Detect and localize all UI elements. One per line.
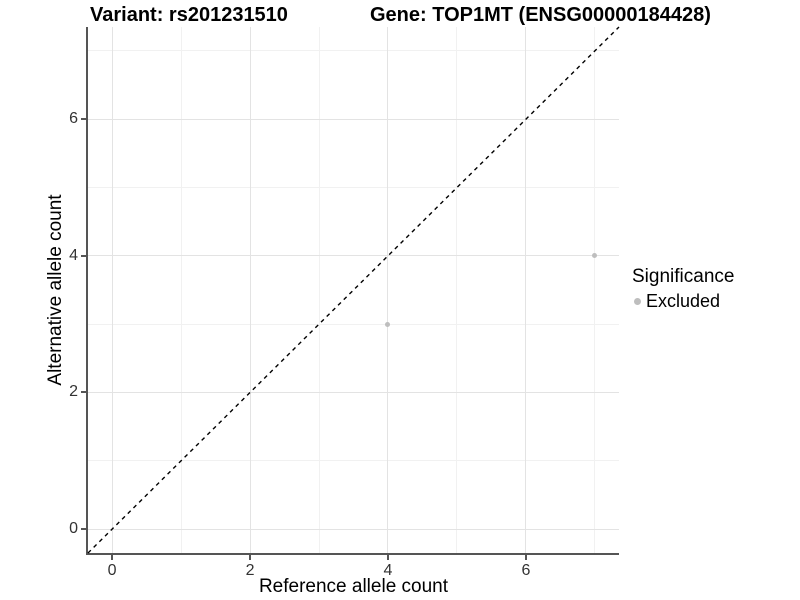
gridline-minor-vertical — [594, 27, 596, 553]
gridline-minor-vertical — [456, 27, 458, 553]
x-axis-tick — [524, 555, 527, 560]
gridline-major-horizontal — [88, 255, 619, 257]
legend-title: Significance — [632, 266, 735, 287]
y-axis-tick — [81, 254, 86, 257]
plot-panel: 0 2 4 6 0 2 4 6 — [69, 26, 620, 579]
gridline-major-vertical — [111, 27, 113, 553]
gridline-major-vertical — [249, 27, 251, 553]
x-tick-label: 2 — [245, 562, 255, 579]
gridline-major-horizontal — [88, 528, 619, 530]
y-axis-tick — [81, 391, 86, 394]
y-axis-tick — [81, 118, 86, 121]
y-tick-label: 0 — [69, 520, 78, 538]
gridline-major-vertical — [387, 27, 389, 553]
gridline-minor-vertical — [180, 27, 182, 553]
plot-title-gene: Gene: TOP1MT (ENSG00000184428) — [370, 4, 711, 26]
gridline-major-horizontal — [88, 118, 619, 120]
x-axis-tick — [249, 555, 252, 560]
y-axis-line — [86, 27, 88, 555]
gridline-minor-horizontal — [88, 50, 619, 52]
legend: Significance Excluded — [632, 266, 734, 312]
x-axis-line — [86, 553, 619, 555]
identity-dashed-line — [87, 26, 620, 554]
legend-item-label: Excluded — [646, 291, 721, 311]
y-tick-label: 2 — [69, 383, 78, 401]
x-tick-label: 6 — [521, 562, 531, 579]
y-axis-tick — [81, 528, 86, 531]
gridline-minor-horizontal — [88, 460, 619, 462]
y-axis-title: Alternative allele count — [45, 194, 66, 386]
x-axis-tick — [386, 555, 389, 560]
x-tick-label: 4 — [383, 562, 393, 579]
y-tick-label: 6 — [69, 110, 78, 128]
x-axis-title: Reference allele count — [258, 576, 449, 597]
data-point — [592, 253, 598, 259]
x-tick-label: 0 — [107, 562, 117, 579]
legend-key-dot — [634, 298, 641, 305]
gridline-minor-vertical — [318, 27, 320, 553]
data-point — [385, 321, 391, 327]
gridline-major-vertical — [525, 27, 527, 553]
y-tick-label: 4 — [69, 246, 78, 264]
x-axis-tick — [111, 555, 114, 560]
legend-item-excluded: Excluded — [632, 291, 734, 312]
gridline-minor-horizontal — [88, 187, 619, 189]
gridline-minor-horizontal — [88, 323, 619, 325]
gridline-major-horizontal — [88, 391, 619, 393]
plot-title-variant: Variant: rs201231510 — [90, 4, 288, 26]
